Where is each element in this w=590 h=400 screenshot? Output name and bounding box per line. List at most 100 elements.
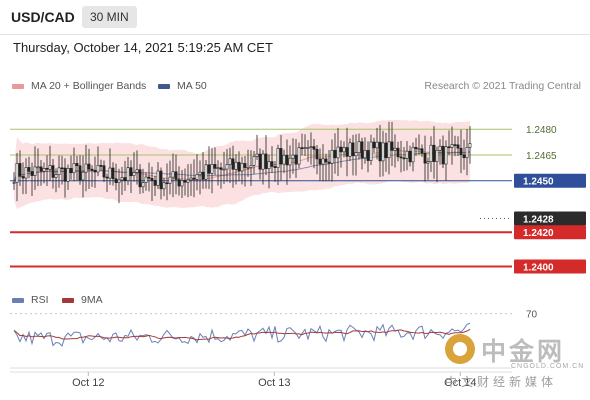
x-tick-label-oct-12: Oct 12	[72, 377, 104, 389]
candle-body	[117, 179, 121, 183]
candle-body	[36, 166, 40, 169]
candle-body	[69, 168, 73, 174]
candle-body	[348, 142, 352, 157]
legend-ma50-label: MA 50	[177, 80, 207, 92]
legend-ma50: MA 50	[158, 80, 207, 92]
candle-body	[450, 144, 454, 148]
candle-body	[234, 161, 238, 170]
level-label-1.2420: 1.2420	[523, 228, 554, 239]
candle-body	[438, 145, 442, 151]
cngold-logo-icon	[445, 334, 475, 364]
watermark-url: CNGOLD.COM.CN	[511, 363, 585, 370]
candle-body	[330, 149, 334, 164]
candle-body	[210, 164, 214, 174]
candle-body	[327, 161, 331, 164]
candle-body	[321, 158, 325, 165]
legend-rsi-ma: 9MA	[62, 294, 103, 306]
candle-body	[231, 158, 235, 170]
rsi-line	[13, 322, 471, 347]
candle-body	[213, 164, 217, 169]
candle-body	[315, 148, 319, 160]
candle-body	[96, 165, 100, 173]
candle-body	[333, 149, 337, 159]
candle-body	[171, 171, 175, 178]
candle-body	[189, 177, 193, 181]
candle-body	[417, 148, 421, 151]
candle-body	[27, 167, 31, 172]
candle-body	[300, 147, 304, 149]
candle-body	[240, 163, 244, 172]
candle-body	[204, 164, 208, 180]
candle-body	[177, 179, 181, 187]
candle-body	[444, 146, 448, 165]
candle-body	[93, 170, 97, 173]
candle-body	[219, 167, 223, 170]
candle-body	[453, 144, 457, 146]
candle-body	[39, 166, 43, 172]
candle-body	[360, 141, 364, 159]
candle-body	[18, 163, 22, 177]
candle-body	[459, 147, 463, 156]
candle-body	[135, 169, 139, 173]
candle-body	[276, 148, 280, 168]
candle-body	[255, 153, 259, 157]
candle-body	[381, 142, 385, 162]
candle-body	[402, 157, 406, 160]
candle-body	[147, 176, 151, 179]
candle-body	[309, 146, 313, 148]
candle-body	[429, 144, 433, 162]
candle-body	[243, 163, 247, 168]
candle-body	[60, 167, 64, 170]
candle-body	[180, 180, 184, 187]
level-label-1.2400: 1.2400	[523, 263, 554, 274]
candle-body	[426, 161, 430, 164]
candle-body	[420, 148, 424, 154]
level-label-1.2428: 1.2428	[523, 214, 554, 225]
candle-body	[246, 167, 250, 169]
candle-body	[165, 182, 169, 185]
candle-body	[57, 167, 61, 176]
candle-body	[396, 147, 400, 158]
watermark-tagline: 中文财经新媒体	[445, 375, 558, 389]
candle-body	[201, 171, 205, 180]
candle-body	[138, 169, 142, 188]
candle-body	[141, 182, 145, 188]
candle-body	[216, 167, 220, 170]
pair-symbol: USD/CAD	[11, 9, 75, 25]
candle-body	[15, 163, 19, 183]
candle-body	[12, 182, 16, 184]
timeframe-button[interactable]: 30 MIN	[82, 6, 137, 28]
watermark-text: 中金网	[481, 337, 566, 366]
candle-body	[198, 171, 202, 175]
candle-body	[63, 167, 67, 182]
candle-body	[51, 165, 55, 178]
candle-body	[78, 165, 82, 181]
candle-body	[207, 164, 211, 174]
candle-body	[441, 145, 445, 165]
candle-body	[105, 176, 109, 179]
candle-body	[102, 165, 106, 178]
candle-body	[306, 147, 310, 149]
candle-body	[66, 168, 70, 182]
candle-body	[273, 166, 277, 168]
candle-body	[384, 142, 388, 159]
rsi-ma-swatch	[62, 297, 74, 303]
candle-body	[75, 163, 79, 167]
candle-body	[237, 161, 241, 172]
level-label-1.2465: 1.2465	[526, 151, 557, 162]
candle-body	[45, 168, 49, 170]
candle-body	[174, 171, 178, 180]
candle-body	[342, 147, 346, 153]
ma20-swatch	[12, 83, 24, 89]
level-tag-1.2420	[514, 225, 586, 240]
candle-body	[282, 154, 286, 165]
candle-body	[111, 167, 115, 180]
candle-body	[84, 163, 88, 173]
candle-body	[354, 152, 358, 157]
candle-body	[132, 172, 136, 177]
candle-body	[408, 150, 412, 163]
candle-body	[318, 158, 322, 165]
candle-body	[414, 146, 418, 150]
candle-body	[432, 144, 436, 162]
